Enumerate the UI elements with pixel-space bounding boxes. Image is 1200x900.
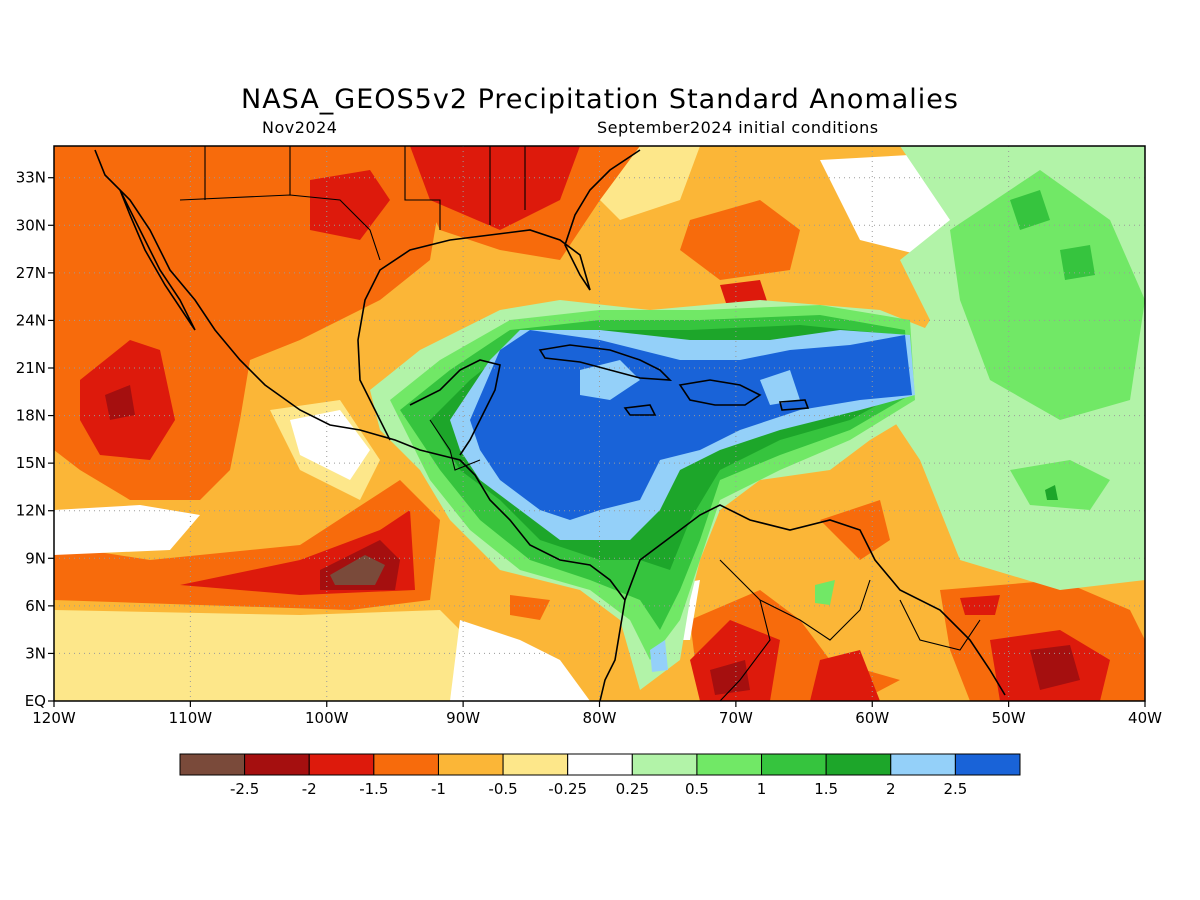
coastline-puerto-rico <box>778 399 810 411</box>
lon-tick-label: 60W <box>855 709 889 727</box>
borders <box>179 146 981 702</box>
colorbar-swatch <box>631 753 698 776</box>
forecast-month: Nov2024 <box>262 118 338 137</box>
lon-tick-label: 50W <box>992 709 1026 727</box>
colorbar-label: 2 <box>886 780 896 798</box>
colorbar-swatch <box>954 753 1021 776</box>
lon-tick-label: 120W <box>32 709 76 727</box>
anomaly-region <box>54 505 200 555</box>
colorbar-label: 1.5 <box>814 780 838 798</box>
colorbar-swatch <box>308 753 375 776</box>
anomaly-region <box>450 620 590 701</box>
coastline-cuba <box>538 344 673 381</box>
anomaly-region <box>760 370 800 405</box>
colorbar-swatch <box>244 753 310 776</box>
anomaly-region <box>820 500 890 560</box>
coastlines <box>94 149 1006 702</box>
coastline-hispaniola <box>678 379 762 406</box>
initial-conditions: September2024 initial conditions <box>597 118 879 137</box>
anomaly-region <box>810 650 880 701</box>
anomaly-region <box>410 146 580 230</box>
anomaly-region <box>710 660 750 695</box>
lat-tick-label: 15N <box>16 454 46 472</box>
anomaly-region <box>1010 190 1050 230</box>
colorbar-label: -0.25 <box>548 780 587 798</box>
anomaly-region <box>54 610 470 701</box>
anomaly-region <box>290 410 370 480</box>
coastline-baja <box>119 189 196 331</box>
chart-title: NASA_GEOS5v2 Precipitation Standard Anom… <box>241 84 959 115</box>
anomaly-region <box>330 555 385 585</box>
colorbar-label: -2 <box>302 780 317 798</box>
colorbar-swatch <box>179 753 246 776</box>
coastline-yucatan <box>409 359 501 456</box>
colorbar-swatch <box>890 753 956 776</box>
colorbar-label: 2.5 <box>943 780 967 798</box>
anomaly-region <box>1010 460 1110 510</box>
colorbar-swatch <box>761 753 827 776</box>
lat-tick-label: 27N <box>16 264 46 282</box>
anomaly-region <box>1045 485 1058 500</box>
anomaly-region <box>815 580 835 605</box>
anomaly-region <box>105 385 135 420</box>
colorbar-label: 0.5 <box>685 780 709 798</box>
colorbar-swatch <box>696 753 763 776</box>
anomaly-region <box>580 360 640 400</box>
colorbar-label: 1 <box>757 780 767 798</box>
colorbar-label: -0.5 <box>488 780 517 798</box>
colorbar-label: -1 <box>431 780 446 798</box>
lon-tick-label: 40W <box>1128 709 1162 727</box>
anomaly-region <box>510 595 550 620</box>
lon-tick-label: 90W <box>446 709 480 727</box>
lon-tick-label: 70W <box>719 709 753 727</box>
anomaly-region <box>1030 645 1080 690</box>
colorbar-label: -2.5 <box>230 780 259 798</box>
lat-tick-label: 30N <box>16 216 46 234</box>
lat-tick-label: 24N <box>16 311 46 329</box>
coastline-south-america <box>624 504 1006 696</box>
anomaly-region <box>650 640 668 672</box>
lat-tick-label: 9N <box>25 549 46 567</box>
colorbar-label: 0.25 <box>616 780 649 798</box>
lon-tick-label: 80W <box>583 709 617 727</box>
colorbar-swatch <box>825 753 892 776</box>
anomaly-region <box>1060 245 1095 280</box>
lat-tick-label: 21N <box>16 359 46 377</box>
lon-tick-label: 100W <box>305 709 349 727</box>
coastline-north-america <box>94 149 626 601</box>
colorbar-swatch <box>567 753 633 776</box>
coastline-andes <box>599 599 626 702</box>
anomaly-region <box>680 200 800 280</box>
coastline-gulf <box>357 149 641 441</box>
coastline-jamaica <box>623 404 657 416</box>
anomaly-field <box>54 146 1145 701</box>
map-axes: 120W 110W 100W 90W 80W 70W 60W 50W 40W EQ 3N 6N 9N 12… <box>16 169 1162 727</box>
lat-tick-label: 12N <box>16 502 46 520</box>
lat-tick-label: 6N <box>25 597 46 615</box>
lon-tick-label: 110W <box>169 709 213 727</box>
colorbar-label: -1.5 <box>359 780 388 798</box>
colorbar-swatch <box>437 753 504 776</box>
lat-tick-label: EQ <box>25 692 46 710</box>
colorbar-swatch <box>373 753 439 776</box>
anomaly-region <box>950 170 1145 420</box>
colorbar-legend: -2.5 -2 -1.5 -1 -0.5 -0.25 0.25 0.5 1 1.5 2 2.5 <box>179 753 1021 798</box>
anomaly-region <box>600 146 700 220</box>
anomaly-region <box>960 595 1000 615</box>
anomaly-region <box>310 170 390 240</box>
lat-tick-label: 3N <box>25 644 46 662</box>
colorbar-swatch <box>502 753 569 776</box>
lat-tick-label: 18N <box>16 407 46 425</box>
lat-tick-label: 33N <box>16 169 46 187</box>
